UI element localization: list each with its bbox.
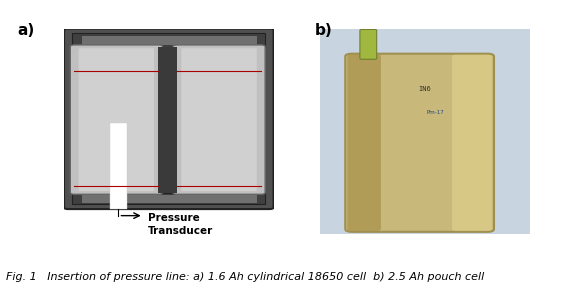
FancyBboxPatch shape	[79, 48, 154, 191]
Bar	[81, 194, 257, 203]
FancyBboxPatch shape	[452, 55, 492, 231]
FancyBboxPatch shape	[64, 28, 274, 209]
Bar	[72, 193, 265, 204]
Bar	[110, 123, 127, 209]
Bar	[72, 33, 265, 46]
FancyBboxPatch shape	[345, 54, 494, 232]
FancyBboxPatch shape	[347, 55, 381, 231]
Bar	[64, 28, 274, 209]
FancyBboxPatch shape	[70, 45, 162, 194]
Text: b): b)	[314, 23, 332, 38]
Bar	[158, 46, 177, 193]
Text: Pressure
Transducer: Pressure Transducer	[148, 213, 213, 236]
FancyBboxPatch shape	[182, 48, 257, 191]
Text: IN6: IN6	[418, 86, 431, 92]
FancyBboxPatch shape	[173, 45, 265, 194]
Text: Fig. 1   Insertion of pressure line: a) 1.6 Ah cylindrical 18650 cell  b) 2.5 Ah: Fig. 1 Insertion of pressure line: a) 1.…	[6, 272, 484, 282]
Text: Pm-17: Pm-17	[427, 110, 444, 115]
Text: a): a)	[17, 23, 35, 38]
FancyBboxPatch shape	[360, 29, 377, 59]
Bar	[81, 35, 257, 45]
